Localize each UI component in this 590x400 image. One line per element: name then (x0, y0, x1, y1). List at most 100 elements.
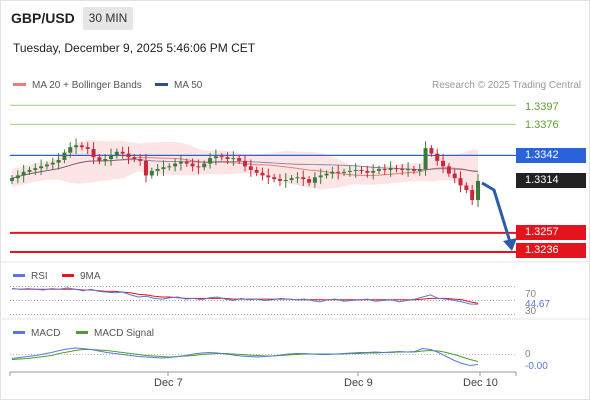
level-label-6: 1.3236 (516, 243, 586, 258)
candle-body (155, 169, 160, 171)
candle-body (44, 164, 49, 167)
candle-body (114, 151, 119, 156)
candle-body (435, 153, 440, 161)
macd-signal-swatch (76, 331, 88, 334)
candle-body (330, 171, 335, 174)
candle-body (219, 156, 224, 158)
legend-ma50: MA 50 (155, 80, 202, 91)
credit-text: Research © 2025 Trading Central (432, 80, 582, 91)
candle-body (85, 147, 90, 150)
ma20-swatch (13, 83, 26, 86)
candle-body (347, 170, 352, 172)
candle-body (231, 158, 236, 160)
candle-body (91, 149, 96, 158)
candle-body (266, 175, 271, 178)
legend-macd-signal: MACD Signal (76, 328, 154, 339)
candle-body (178, 161, 183, 164)
candle-body (446, 166, 451, 174)
ma50-swatch (155, 83, 168, 86)
candle-body (21, 171, 26, 176)
candle-body (225, 157, 230, 160)
candle-body (394, 168, 399, 170)
legend-rsi-ma: 9MA (62, 271, 101, 282)
timestamp: Tuesday, December 9, 2025 5:46:06 PM CET (13, 41, 256, 55)
x-label-dec10: Dec 10 (463, 377, 498, 389)
rsi-swatch (13, 274, 25, 277)
candle-body (342, 171, 347, 173)
level-label-1: 1.3397 (525, 101, 559, 113)
last-price-label: 1.3314 (516, 173, 586, 188)
candle-body (62, 152, 67, 160)
candle-body (138, 159, 143, 161)
rsi-tick-70: 70 (525, 289, 537, 300)
candle-body (365, 170, 370, 173)
macd-swatch (13, 331, 25, 334)
x-label-dec9: Dec 9 (344, 377, 373, 389)
candle-body (353, 169, 358, 171)
legend-macd-label: MACD (31, 328, 61, 339)
candle-body (417, 169, 422, 171)
candle-body (237, 158, 242, 161)
candle-body (56, 159, 61, 163)
candle-body (452, 173, 457, 179)
rsi-line (11, 287, 479, 305)
candle-body (441, 160, 446, 167)
forecast-arrow-head (503, 237, 517, 251)
candle-body (243, 160, 247, 167)
candle-body (301, 177, 306, 180)
candle-body (33, 168, 38, 170)
level-label-2: 1.3376 (525, 119, 559, 131)
candle-body (39, 166, 44, 169)
legend-macd-signal-label: MACD Signal (94, 328, 155, 339)
candle-body (272, 177, 277, 180)
candle-body (126, 153, 131, 158)
x-label-dec7: Dec 7 (154, 377, 183, 389)
candle-body (68, 147, 73, 153)
legend-rsi-label: RSI (31, 271, 48, 282)
candle-body (400, 169, 405, 171)
candle-body (312, 177, 317, 183)
rsi-last-value: 44.67 (525, 299, 551, 310)
legend-ma50-label: MA 50 (174, 80, 203, 91)
candle-body (190, 163, 195, 167)
rsi-tick-30: 30 (525, 306, 537, 314)
legend-ma20: MA 20 + Bollinger Bands (13, 80, 142, 91)
candle-body (161, 167, 166, 170)
candle-body (277, 179, 282, 181)
macd-line (11, 347, 479, 367)
candle-body (15, 175, 20, 179)
forecast-arrow (481, 181, 512, 243)
candle-body (260, 172, 265, 176)
candle-body (464, 185, 469, 191)
candle-body (74, 145, 79, 148)
candle-body (470, 190, 475, 201)
timeframe-button[interactable]: 30 MIN (83, 7, 133, 30)
macd-signal-line (11, 349, 479, 362)
candle-body (143, 160, 148, 176)
candle-body (196, 166, 201, 168)
legend-rsi: RSI (13, 271, 48, 282)
candle-body (411, 169, 416, 171)
candle-body (10, 178, 14, 181)
candle-body (109, 155, 114, 160)
candle-body (336, 171, 341, 173)
candle-body (202, 163, 207, 168)
candle-body (295, 177, 300, 179)
candle-body (388, 168, 393, 170)
symbol-title: GBP/USD (11, 10, 75, 26)
candle-body (173, 163, 178, 167)
candle-body (167, 166, 172, 168)
candle-body (423, 148, 428, 170)
candle-body (27, 169, 32, 172)
macd-tick-0: 0 (525, 349, 531, 360)
candle-body (97, 157, 102, 161)
candle-body (458, 178, 463, 186)
legend-ma20-label: MA 20 + Bollinger Bands (32, 80, 142, 91)
candle-body (132, 157, 137, 160)
candle-body (324, 173, 329, 176)
macd-last-value: -0.00 (525, 361, 548, 372)
candle-body (318, 175, 323, 178)
candle-body (283, 180, 288, 181)
candle-body (248, 166, 253, 170)
